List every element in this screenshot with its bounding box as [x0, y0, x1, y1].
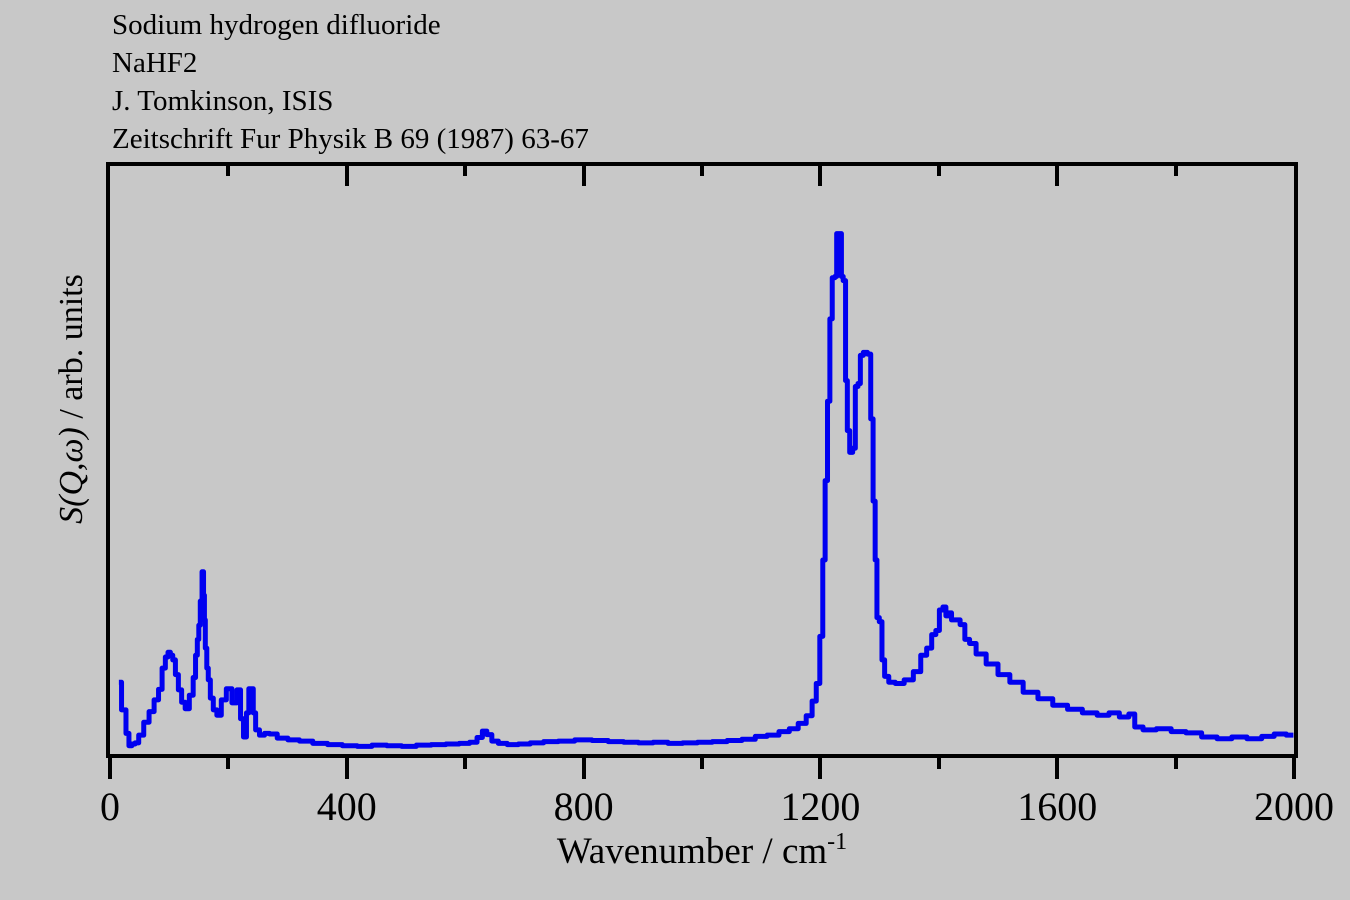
- annotation-reference: Zeitschrift Fur Physik B 69 (1987) 63-67: [112, 123, 589, 155]
- x-tick-label: 400: [316, 784, 377, 829]
- x-axis-label-superscript: -1: [827, 829, 848, 855]
- y-axis-label-symbol: S(Q,ω): [53, 427, 90, 524]
- x-axis-label: Wavenumber / cm-1: [106, 830, 1298, 872]
- x-tick-label: 0: [100, 784, 120, 829]
- x-tick-minor: [463, 758, 468, 769]
- chart-annotation-block: Sodium hydrogen difluoride NaHF2 J. Tomk…: [112, 6, 589, 158]
- x-tick-label: 1600: [1017, 784, 1098, 829]
- annotation-title: Sodium hydrogen difluoride: [112, 9, 441, 41]
- x-tick-major: [818, 758, 823, 779]
- annotation-author: J. Tomkinson, ISIS: [112, 85, 334, 117]
- x-tick-label: 2000: [1254, 784, 1334, 829]
- y-axis-label-units: / arb. units: [53, 274, 90, 428]
- x-tick-major: [581, 758, 586, 779]
- x-tick-label: 1200: [780, 784, 861, 829]
- x-tick-minor: [700, 758, 704, 769]
- x-tick-major: [344, 758, 349, 779]
- x-tick-minor: [1173, 758, 1178, 769]
- x-tick-major: [1292, 758, 1296, 779]
- x-tick-minor: [936, 758, 941, 769]
- x-tick-major: [108, 758, 112, 779]
- x-tick-minor: [226, 758, 231, 769]
- x-tick-label: 800: [553, 784, 614, 829]
- x-tick-major: [1055, 758, 1060, 779]
- x-axis-label-text: Wavenumber / cm: [556, 831, 828, 872]
- plot-area: [106, 162, 1298, 758]
- y-axis-label: S(Q,ω) / arb. units: [51, 244, 93, 554]
- annotation-formula: NaHF2: [112, 47, 198, 79]
- spectrum-line: [119, 234, 1294, 747]
- spectrum-canvas: [110, 166, 1294, 754]
